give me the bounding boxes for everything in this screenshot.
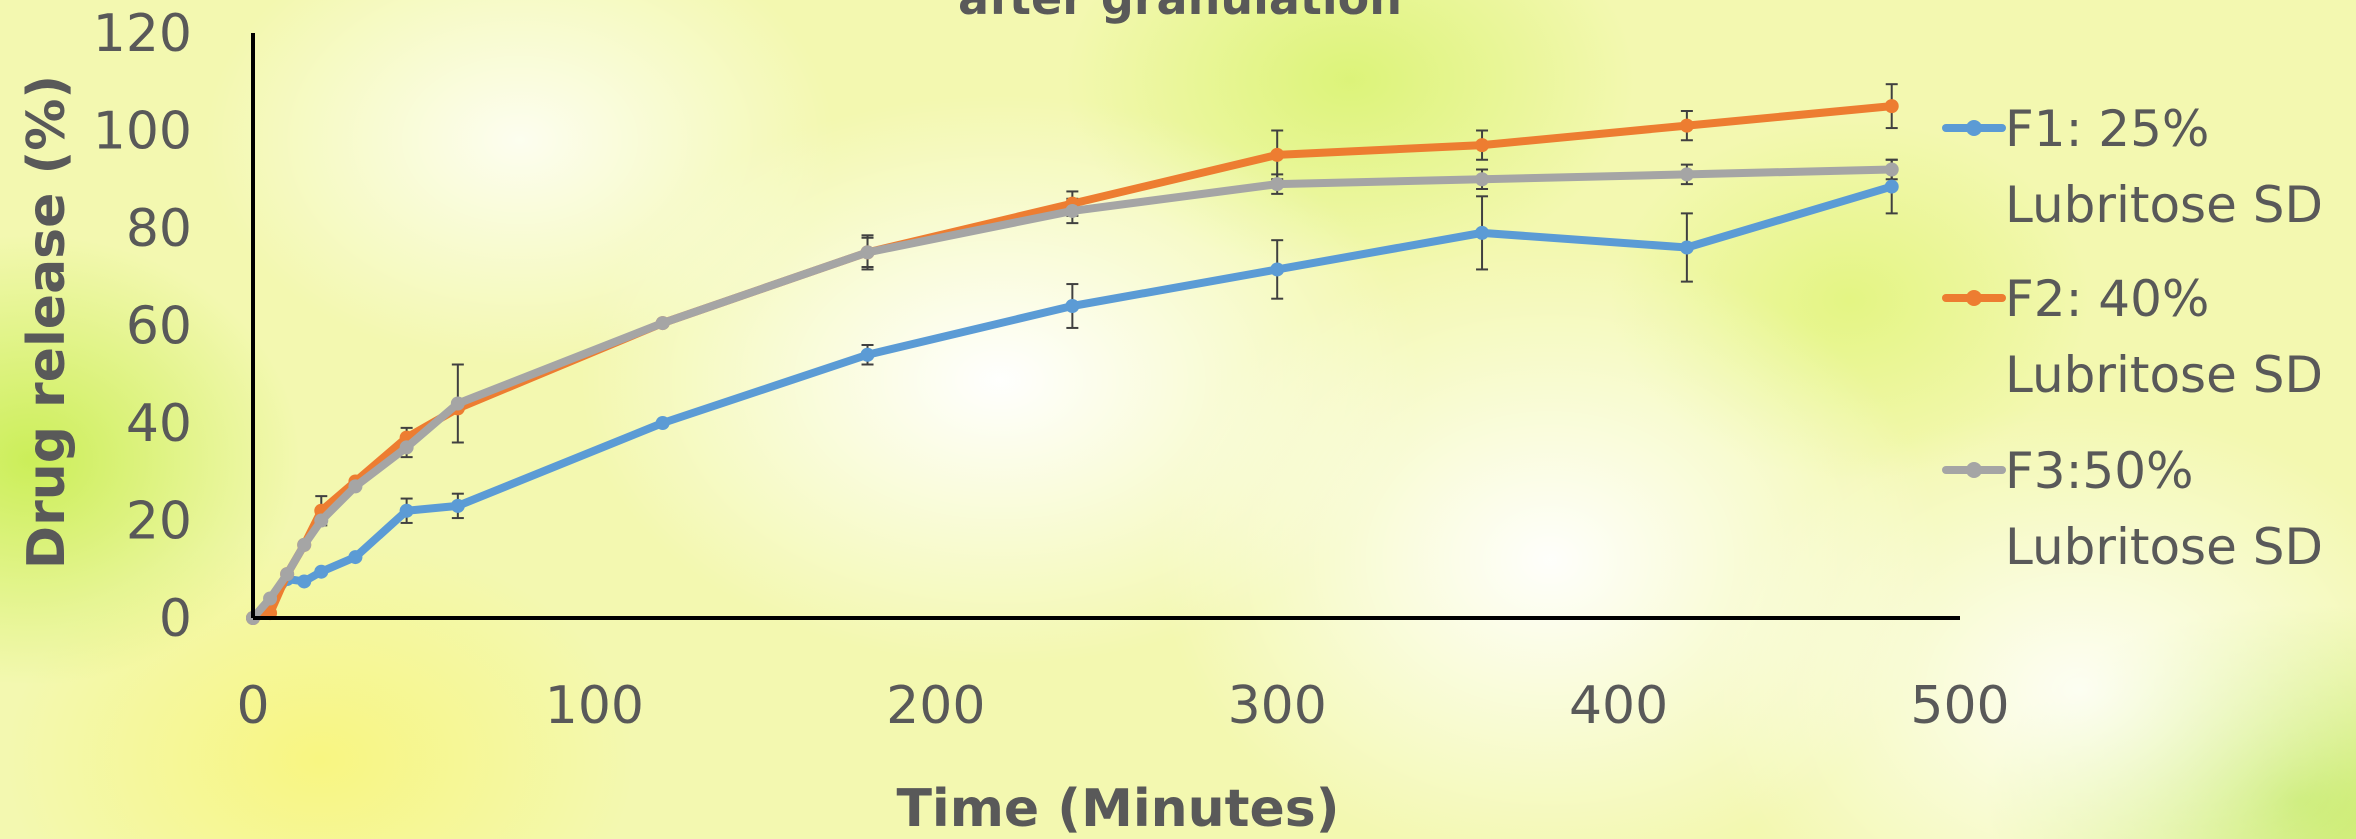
x-tick-label: 0 <box>236 676 269 736</box>
x-tick-labels: 0 100 200 300 400 500 <box>236 676 2009 736</box>
y-axis-title: Drug release (%) <box>17 75 77 569</box>
data-point <box>314 513 329 528</box>
data-point <box>655 316 670 331</box>
legend-label: F3:50% <box>2005 442 2194 500</box>
y-tick-label: 80 <box>126 199 192 259</box>
series-lines <box>246 99 1899 625</box>
data-point <box>860 245 875 260</box>
data-point <box>399 503 414 518</box>
legend-item-f3: F3:50% Lubritose SD <box>1942 442 2323 576</box>
data-point <box>1065 299 1080 313</box>
x-tick-label: 400 <box>1569 676 1668 736</box>
legend-label: F1: 25% <box>2005 100 2209 158</box>
y-tick-label: 40 <box>126 394 192 454</box>
data-point <box>263 591 278 606</box>
data-point <box>450 498 465 513</box>
x-axis-title: Time (Minutes) <box>896 779 1339 839</box>
x-tick-label: 100 <box>545 676 644 736</box>
data-point <box>1884 179 1899 194</box>
chart-title: after granulation <box>958 0 1402 25</box>
data-point <box>280 567 295 582</box>
y-tick-label: 20 <box>126 492 192 552</box>
data-point <box>1679 118 1694 133</box>
legend-item-f2: F2: 40% Lubritose SD <box>1942 270 2323 404</box>
series-line-f2 <box>249 102 1896 622</box>
data-point <box>1065 203 1080 218</box>
data-point <box>655 416 670 430</box>
legend-label: Lubritose SD <box>2005 176 2323 234</box>
x-tick-label: 300 <box>1228 676 1327 736</box>
data-point <box>348 550 363 565</box>
data-point <box>1475 138 1490 153</box>
error-bars <box>315 83 1898 527</box>
data-point <box>1270 262 1285 277</box>
data-point <box>860 347 875 362</box>
x-tick-label: 200 <box>886 676 985 736</box>
y-tick-label: 120 <box>93 4 192 64</box>
legend-label: Lubritose SD <box>2005 346 2323 404</box>
y-tick-label: 100 <box>93 102 192 162</box>
data-point <box>1475 225 1490 240</box>
data-point <box>450 396 465 411</box>
data-point <box>1270 177 1285 192</box>
data-point <box>399 440 414 455</box>
x-tick-label: 500 <box>1910 676 2009 736</box>
y-tick-label: 60 <box>126 297 192 357</box>
y-tick-label: 0 <box>159 589 192 649</box>
data-point <box>1270 147 1285 162</box>
series-line-f1 <box>249 182 1896 622</box>
data-point <box>1884 99 1899 114</box>
data-point <box>1679 240 1694 255</box>
data-point <box>348 479 363 494</box>
y-tick-labels: 0 20 40 60 80 100 120 <box>93 4 192 649</box>
legend-label: Lubritose SD <box>2005 518 2323 576</box>
legend-swatch-marker <box>1966 462 1982 478</box>
legend-swatch-marker <box>1966 120 1982 136</box>
legend-item-f1: F1: 25% Lubritose SD <box>1942 100 2323 234</box>
legend-swatch-marker <box>1966 290 1982 306</box>
data-point <box>1884 162 1899 177</box>
data-point <box>297 574 312 589</box>
data-point <box>1679 167 1694 182</box>
legend-label: F2: 40% <box>2005 270 2209 328</box>
data-point <box>314 564 329 579</box>
data-point <box>297 537 312 552</box>
data-point <box>1475 172 1490 187</box>
